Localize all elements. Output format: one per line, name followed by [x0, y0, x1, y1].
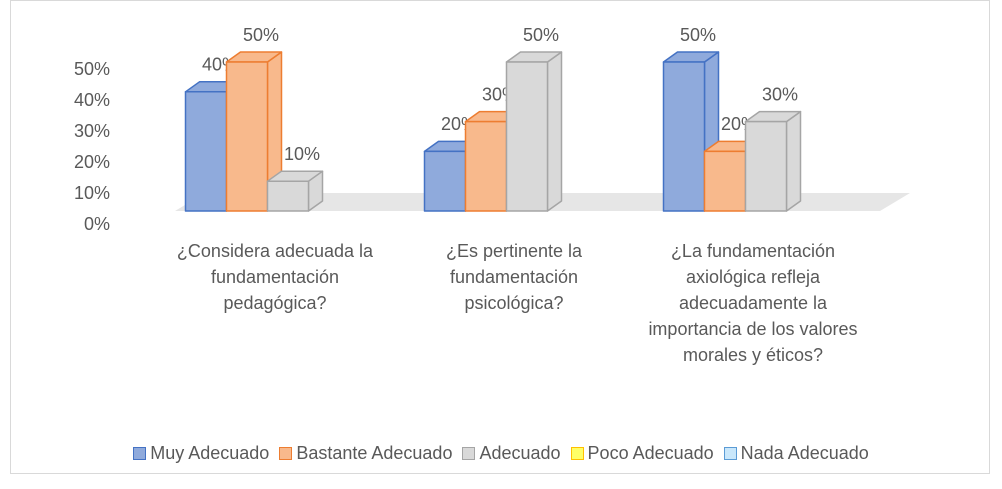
- legend-item: Bastante Adecuado: [279, 443, 452, 464]
- legend-label: Nada Adecuado: [740, 443, 869, 463]
- legend-swatch: [279, 447, 293, 460]
- data-label: 50%: [523, 25, 559, 45]
- bar: [225, 61, 269, 212]
- bar: [744, 120, 788, 212]
- chart-frame: [10, 0, 990, 474]
- y-tick-label: 10%: [74, 183, 110, 203]
- legend: Muy Adecuado Bastante Adecuado Adecuado Poc…: [0, 443, 1002, 464]
- legend-item: Adecuado: [462, 443, 561, 464]
- y-tick-label: 0%: [84, 214, 110, 234]
- bar: [505, 61, 549, 212]
- legend-item: Muy Adecuado: [133, 443, 269, 464]
- legend-swatch: [462, 447, 476, 460]
- y-tick-label: 30%: [74, 121, 110, 141]
- legend-swatch: [133, 447, 147, 460]
- bar-side: [546, 51, 563, 212]
- legend-item: Poco Adecuado: [570, 443, 714, 464]
- y-tick-label: 20%: [74, 152, 110, 172]
- bar-side: [785, 110, 802, 212]
- legend-label: Adecuado: [479, 443, 561, 463]
- x-tick-label: ¿La fundamentación axiológica refleja ad…: [648, 241, 858, 365]
- legend-label: Poco Adecuado: [587, 443, 714, 463]
- y-tick-label: 40%: [74, 90, 110, 110]
- bar: [423, 150, 467, 212]
- data-label: 30%: [762, 84, 798, 104]
- bar: [703, 150, 747, 212]
- legend-label: Bastante Adecuado: [296, 443, 453, 463]
- legend-swatch: [570, 447, 584, 460]
- x-tick-label: ¿Es pertinente la fundamentación psicoló…: [445, 241, 583, 313]
- x-tick-label: ¿Considera adecuada la fundamentación pe…: [176, 241, 374, 313]
- bar: [184, 91, 228, 212]
- legend-swatch: [723, 447, 737, 460]
- data-label: 50%: [680, 25, 716, 45]
- legend-label: Muy Adecuado: [150, 443, 270, 463]
- data-label: 10%: [284, 144, 320, 164]
- bar: [662, 61, 706, 212]
- data-label: 50%: [243, 25, 279, 45]
- y-tick-label: 50%: [74, 59, 110, 79]
- legend-item: Nada Adecuado: [723, 443, 869, 464]
- bar: [464, 120, 508, 212]
- bar: [266, 180, 310, 212]
